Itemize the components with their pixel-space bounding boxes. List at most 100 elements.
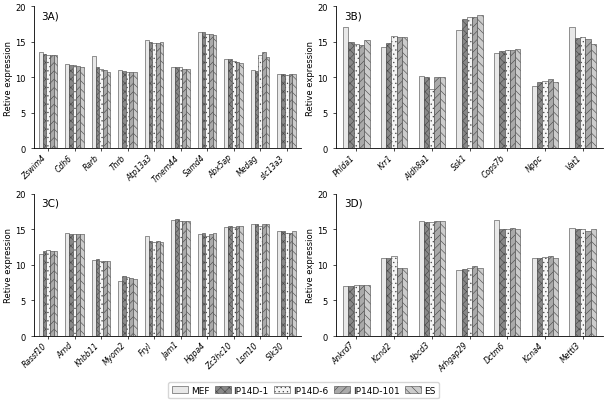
Bar <box>100 262 103 336</box>
Bar <box>542 82 548 149</box>
Bar <box>364 41 370 149</box>
Bar <box>133 279 137 336</box>
Text: 3C): 3C) <box>41 198 59 209</box>
Bar <box>236 227 239 336</box>
Bar <box>467 19 472 149</box>
Bar <box>175 68 179 149</box>
Legend: MEF, IP14D-1, IP14D-6, IP14D-101, ES: MEF, IP14D-1, IP14D-6, IP14D-101, ES <box>168 382 439 399</box>
Bar <box>504 51 510 149</box>
Bar <box>232 228 236 336</box>
Bar <box>122 276 126 336</box>
Bar <box>285 76 288 149</box>
Bar <box>542 257 548 336</box>
Bar <box>472 266 478 336</box>
Bar <box>126 277 129 336</box>
Bar <box>553 83 558 149</box>
Bar <box>66 233 69 336</box>
Bar <box>354 45 359 149</box>
Bar <box>209 35 212 149</box>
Text: 3B): 3B) <box>344 11 361 21</box>
Bar <box>580 38 585 149</box>
Bar <box>392 256 397 336</box>
Bar <box>103 71 107 149</box>
Bar <box>175 220 179 336</box>
Bar <box>198 234 202 336</box>
Bar <box>202 233 205 336</box>
Bar <box>429 90 435 149</box>
Bar <box>118 281 122 336</box>
Bar <box>160 43 163 149</box>
Bar <box>532 258 537 336</box>
Bar <box>156 44 160 149</box>
Bar <box>456 270 461 336</box>
Bar <box>494 54 500 149</box>
Bar <box>500 230 504 336</box>
Bar <box>39 254 42 336</box>
Bar <box>467 269 472 336</box>
Bar <box>478 269 483 336</box>
Bar <box>92 57 95 149</box>
Bar <box>288 75 292 149</box>
Bar <box>76 67 80 149</box>
Bar <box>585 40 591 149</box>
Bar <box>42 251 46 336</box>
Bar <box>46 250 50 336</box>
Bar <box>292 75 296 149</box>
Bar <box>107 262 110 336</box>
Bar <box>145 237 149 336</box>
Bar <box>439 222 445 336</box>
Bar <box>259 226 262 336</box>
Bar <box>494 220 500 336</box>
Bar <box>152 243 156 336</box>
Bar <box>266 58 270 149</box>
Y-axis label: Retive expression: Retive expression <box>4 228 13 303</box>
Bar <box>532 87 537 149</box>
Bar <box>575 39 580 149</box>
Bar <box>515 229 520 336</box>
Bar <box>129 278 133 336</box>
Bar <box>202 33 205 149</box>
Bar <box>39 53 42 149</box>
Bar <box>50 251 53 336</box>
Bar <box>156 242 160 336</box>
Bar <box>212 233 217 336</box>
Bar <box>292 231 296 336</box>
Bar <box>80 234 84 336</box>
Bar <box>435 221 439 336</box>
Bar <box>42 55 46 149</box>
Bar <box>46 55 50 149</box>
Bar <box>50 56 53 149</box>
Bar <box>392 37 397 149</box>
Bar <box>548 257 553 336</box>
Bar <box>424 223 429 336</box>
Bar <box>232 62 236 149</box>
Bar <box>277 231 281 336</box>
Bar <box>205 35 209 149</box>
Text: 3A): 3A) <box>41 11 59 21</box>
Bar <box>461 20 467 149</box>
Bar <box>553 258 558 336</box>
Y-axis label: Retive expression: Retive expression <box>306 40 315 115</box>
Bar <box>478 16 483 149</box>
Y-axis label: Retive expression: Retive expression <box>306 228 315 303</box>
Bar <box>397 38 402 149</box>
Bar <box>198 33 202 149</box>
Bar <box>209 234 212 336</box>
Y-axis label: Retive expression: Retive expression <box>4 40 13 115</box>
Bar <box>152 44 156 149</box>
Bar <box>69 234 73 336</box>
Bar <box>510 228 515 336</box>
Bar <box>402 268 407 336</box>
Bar <box>228 226 232 336</box>
Bar <box>504 230 510 336</box>
Bar <box>359 286 364 336</box>
Bar <box>461 269 467 336</box>
Bar <box>149 242 152 336</box>
Bar <box>95 260 100 336</box>
Bar <box>381 47 386 149</box>
Bar <box>348 286 354 336</box>
Bar <box>343 28 348 149</box>
Bar <box>183 221 186 336</box>
Bar <box>126 72 129 149</box>
Bar <box>186 222 190 336</box>
